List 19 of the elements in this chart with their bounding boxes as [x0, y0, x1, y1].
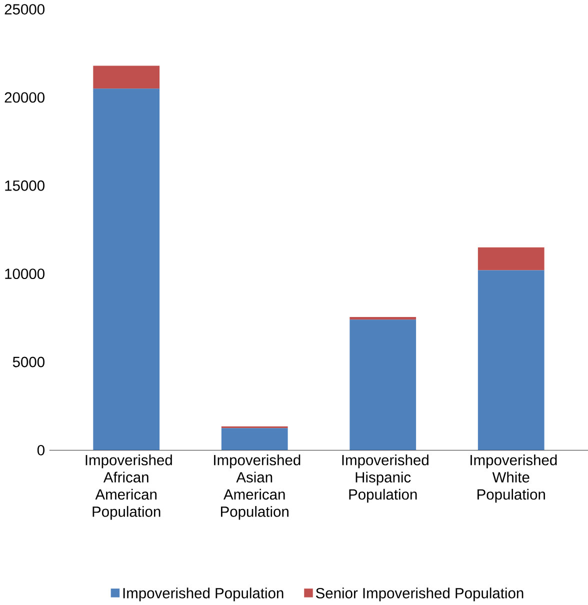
bar: [478, 270, 544, 450]
y-tick-label: 0: [37, 444, 44, 456]
bar: [221, 428, 288, 450]
y-tick-label: 10000: [5, 268, 44, 280]
bar: [93, 66, 160, 89]
y-tick-label: 5000: [12, 356, 44, 368]
x-tick-label: Impoverished White Population: [470, 454, 557, 503]
x-tick-label: Impoverished Asian American Population: [214, 454, 300, 520]
legend-label: Impoverished Population: [123, 588, 284, 602]
bar: [93, 88, 160, 450]
bar: [478, 247, 544, 270]
bar: [350, 317, 416, 320]
y-tick-label: 15000: [5, 180, 44, 191]
y-tick-label: 25000: [4, 4, 44, 15]
x-tick-label: Impoverished Hispanic Population: [342, 454, 428, 503]
y-tick-label: 20000: [4, 92, 44, 103]
bar: [350, 320, 416, 450]
legend-label: Senior Impoverished Population: [316, 588, 524, 602]
x-tick-label: Impoverished African American Population: [86, 454, 172, 520]
